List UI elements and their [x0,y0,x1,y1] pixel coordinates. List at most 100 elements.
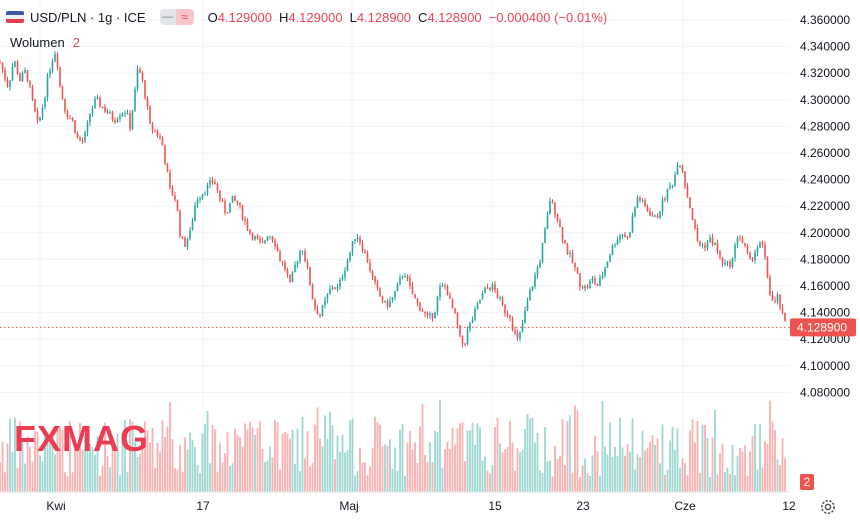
candle-body [274,240,276,247]
candle-body [221,200,224,202]
candle-body [384,300,386,302]
volume-bar [144,421,146,492]
candle-body [589,280,591,288]
candle-body [736,237,739,245]
candle-body [271,236,274,241]
volume-bar [781,438,784,492]
change-value: −0.000400 (−0.01%) [488,9,608,25]
candle-body [56,54,59,68]
wave-icon[interactable]: ≈ [175,9,194,25]
candle-body [716,242,719,252]
open-label: O [207,9,218,25]
candle-body [349,252,351,261]
candle-body [774,300,776,302]
volume-bar [729,473,731,492]
candle-body [636,197,639,208]
volume-bar [664,474,666,492]
candle-body [364,251,366,253]
volume-bar [291,429,294,492]
volume-bar [434,430,436,492]
close-value: 4.128900 [427,9,482,25]
candle-body [106,111,109,114]
candle-body [361,243,364,252]
volume-bar [686,475,689,492]
ohlc-values: O 4.129000 H 4.129000 L 4.128900 C 4.128900 … [208,10,608,25]
candle-body [136,69,139,90]
open-value: 4.129000 [217,9,272,25]
candle-body [389,300,391,308]
volume-bar [149,442,151,492]
candle-body [576,267,579,274]
volume-bar [294,464,296,492]
fxmag-watermark: FXMAG [14,418,149,459]
volume-bar [679,468,681,492]
candle-body [466,329,469,345]
candle-body [764,244,766,257]
volume-bar [389,439,391,492]
volume-bar [471,422,474,492]
volume-bar [269,446,271,492]
candle-body [476,303,479,310]
volume-bar [454,444,456,492]
volume-bar [656,438,659,492]
volume-bar [16,467,19,492]
volume-bar [681,458,684,492]
candle-body [394,291,396,298]
volume-bar [776,459,779,492]
volume-bar [534,442,536,492]
volume-bar [746,475,749,492]
volume-bar [206,411,209,492]
volume-bar [179,445,181,492]
volume-bar [69,421,71,492]
candle-body [321,305,324,316]
volume-bars [0,399,786,492]
volume-bar [274,419,276,492]
volume-bar [639,457,641,492]
price-tags: 4.128900 2 [0,318,856,490]
candle-body [181,236,184,238]
volume-bar [61,429,64,492]
candle-body [429,313,431,316]
volume-bar [239,437,241,492]
price-tick-label: 4.080000 [800,385,850,399]
volume-bar [504,449,506,492]
candle-body [139,69,141,73]
price-tick-label: 4.320000 [800,66,850,80]
candle-body [451,298,454,309]
candle-body [439,286,441,298]
minus-icon[interactable]: — [159,9,176,25]
candle-body [169,172,171,188]
volume-bar [126,471,129,492]
volume-bar [86,438,89,492]
volume-bar [251,427,254,492]
volume-bar [566,420,569,492]
volume-bar [421,403,424,492]
candle-body [329,289,331,295]
candle-body [694,220,696,229]
candle-body [69,117,71,119]
candle-body [526,300,529,311]
volume-bar [324,415,326,492]
volume-bar [64,471,66,492]
volume-bar [439,399,441,492]
candle-body [14,61,16,67]
volume-bar [551,476,554,492]
candle-body [276,246,279,252]
candle-body [469,322,471,330]
candle-body [604,267,606,276]
volume-bar [301,416,304,492]
volume-bar [461,422,464,492]
candle-body [646,206,649,212]
volume-bar [511,442,514,492]
volume-bar [616,455,619,492]
series-toggle[interactable]: — ≈ [159,9,194,25]
volume-bar [374,416,376,492]
volume-bar [311,463,314,492]
candle-body [104,106,106,112]
symbol-label[interactable]: USD/PLN · 1g · ICE [30,9,146,25]
gear-icon[interactable] [818,497,838,517]
candle-body [641,200,644,202]
volume-bar [199,472,201,492]
